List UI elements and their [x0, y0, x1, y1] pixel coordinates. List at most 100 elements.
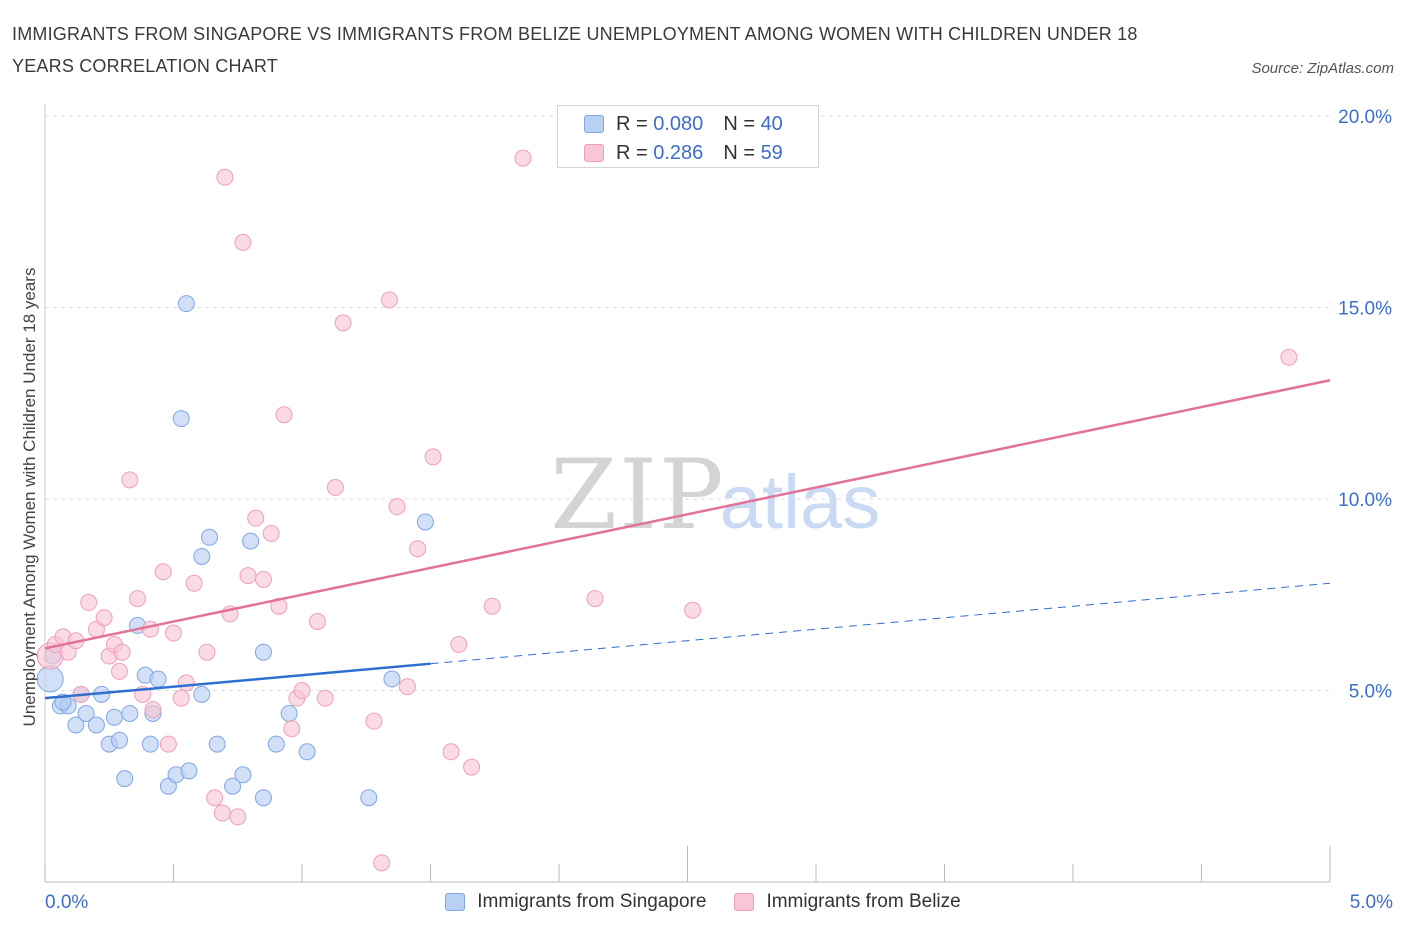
belize-trend-line — [44, 379, 1331, 650]
belize-point — [111, 662, 129, 680]
singapore-point — [416, 513, 434, 531]
legend-label-belize: Immigrants from Belize — [766, 891, 961, 912]
legend-swatch-singapore — [445, 893, 466, 911]
belize-point — [172, 689, 190, 707]
belize-point — [80, 593, 98, 611]
legend-item-singapore: Immigrants from Singapore — [445, 891, 706, 913]
singapore-point — [177, 295, 195, 313]
legend-r-value: 0.286 — [653, 141, 704, 164]
belize-point — [380, 291, 398, 309]
trend-layer — [44, 379, 1331, 700]
singapore-point — [111, 731, 129, 749]
watermark-zip: ZIP — [550, 439, 725, 551]
singapore-point — [224, 777, 242, 795]
y-tick-label: 10.0% — [1338, 490, 1392, 511]
legend-swatch-belize — [584, 144, 604, 162]
belize-point — [684, 601, 702, 619]
singapore-point — [36, 665, 64, 693]
chart-source: Source: ZipAtlas.com — [1251, 60, 1394, 77]
belize-point — [177, 674, 195, 692]
belize-point — [442, 743, 460, 761]
belize-point — [213, 804, 231, 822]
belize-point — [141, 620, 159, 638]
watermark: ZIP atlas — [550, 439, 880, 551]
belize-point — [283, 720, 301, 738]
singapore-point — [149, 670, 167, 688]
belize-point — [216, 168, 234, 186]
belize-point — [159, 735, 177, 753]
points-layer — [36, 149, 1298, 872]
legend-n-label: N = — [723, 141, 755, 164]
belize-point — [144, 701, 162, 719]
singapore-point — [254, 789, 272, 807]
legend-r-value: 0.080 — [653, 112, 704, 135]
belize-point — [365, 712, 383, 730]
belize-point — [165, 624, 182, 642]
singapore-point — [77, 704, 95, 722]
belize-point — [229, 808, 247, 826]
belize-point — [450, 636, 468, 654]
singapore-point — [208, 735, 226, 753]
legend-swatch-singapore — [584, 115, 604, 133]
belize-point — [1280, 348, 1298, 366]
singapore-point — [267, 735, 285, 753]
singapore-point — [141, 735, 159, 753]
belize-point — [326, 479, 344, 497]
belize-point — [388, 498, 406, 516]
axis-layer — [44, 104, 1331, 883]
legend-n-value: 40 — [760, 112, 783, 135]
belize-point — [129, 590, 147, 608]
legend-series: Immigrants from Singapore Immigrants fro… — [0, 888, 1406, 916]
belize-point — [334, 314, 352, 332]
singapore-point — [383, 670, 401, 688]
singapore-point — [193, 547, 211, 565]
belize-point — [424, 448, 442, 466]
belize-point — [586, 590, 604, 608]
legend-n-label: N = — [723, 112, 755, 135]
belize-point — [254, 570, 272, 588]
chart-title: IMMIGRANTS FROM SINGAPORE VS IMMIGRANTS … — [12, 24, 1138, 76]
belize-point — [373, 854, 391, 872]
legend-r-label: R = — [616, 112, 648, 135]
belize-point — [262, 524, 280, 542]
y-tick-label: 15.0% — [1338, 299, 1392, 320]
singapore-point — [87, 716, 105, 734]
singapore-point — [116, 770, 134, 788]
belize-point — [239, 567, 257, 585]
belize-point — [483, 597, 501, 615]
singapore-trend-extension — [430, 582, 1331, 665]
singapore-point — [242, 532, 260, 550]
legend-stats: R = 0.080 N = 40 R = 0.286 N = 59 — [557, 105, 819, 168]
singapore-point — [180, 762, 198, 780]
belize-point — [398, 678, 416, 696]
belize-point — [121, 471, 139, 489]
singapore-point — [193, 685, 211, 703]
singapore-point — [360, 789, 378, 807]
singapore-point — [121, 704, 139, 722]
belize-point — [409, 540, 427, 558]
singapore-point — [172, 410, 190, 428]
singapore-point — [254, 643, 272, 661]
belize-point — [234, 233, 252, 251]
y-tick-label: 20.0% — [1338, 107, 1392, 128]
legend-swatch-belize — [734, 893, 755, 911]
belize-point — [185, 574, 203, 592]
legend-label-singapore: Immigrants from Singapore — [477, 891, 707, 912]
belize-point — [514, 149, 532, 167]
belize-point — [270, 597, 288, 615]
singapore-trend-line — [44, 662, 431, 700]
belize-point — [275, 406, 293, 424]
belize-point — [316, 689, 334, 707]
belize-point — [154, 563, 172, 581]
singapore-point — [298, 743, 316, 761]
singapore-point — [280, 704, 298, 722]
legend-n-value: 59 — [760, 141, 783, 164]
tick-label-layer: 5.0% 10.0% 15.0% 20.0% 0.0% 5.0% — [45, 107, 1393, 913]
legend-row-singapore: R = 0.080 N = 40 — [584, 110, 783, 138]
x-tick-label: 0.0% — [45, 892, 88, 913]
singapore-point — [67, 716, 85, 734]
belize-point — [198, 643, 216, 661]
belize-point — [293, 682, 311, 699]
belize-point — [308, 613, 326, 631]
